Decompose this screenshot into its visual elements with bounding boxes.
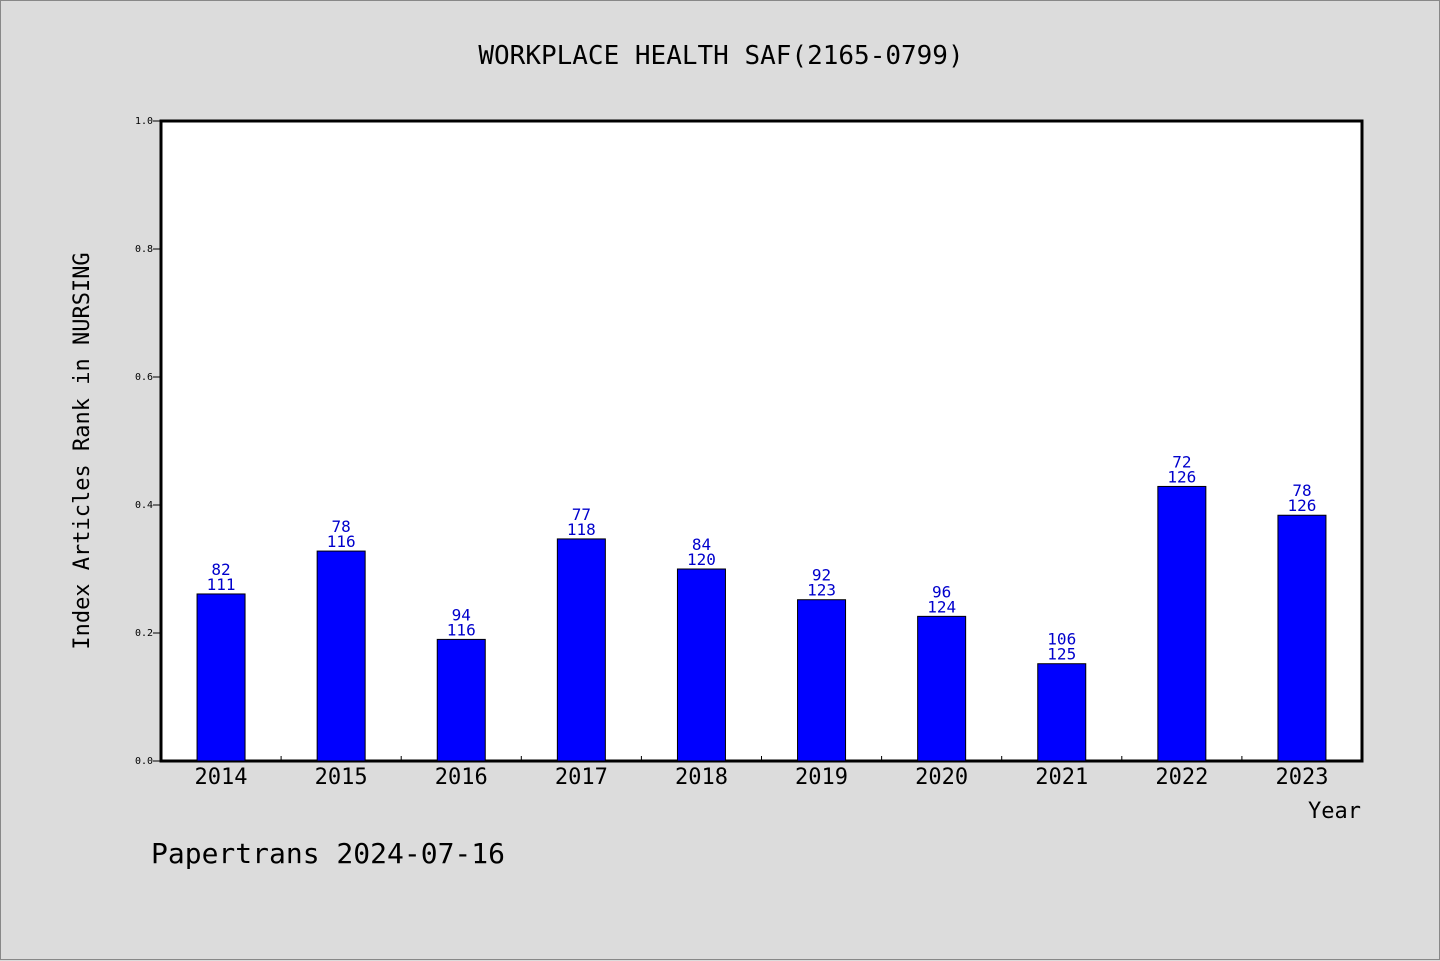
x-tick-label: 2016 — [435, 765, 488, 790]
bar-total-label: 116 — [327, 532, 356, 551]
x-axis-label: Year — [1308, 799, 1361, 824]
bar-total-label: 126 — [1167, 467, 1196, 486]
y-tick-label: 0.8 — [135, 244, 153, 255]
bar — [797, 599, 847, 762]
bar-rank-label: 72 — [1172, 452, 1191, 471]
bar-total-label: 111 — [207, 575, 236, 594]
y-tick-label: 0.0 — [135, 756, 153, 767]
x-tick-label: 2018 — [675, 765, 728, 790]
bar-rank-label: 94 — [452, 605, 471, 624]
bar — [1037, 663, 1087, 762]
y-axis-label: Index Articles Rank in NURSING — [70, 252, 95, 649]
bar — [676, 568, 726, 762]
bar-rank-label: 106 — [1047, 630, 1076, 649]
bar-rank-label: 84 — [692, 535, 711, 554]
bar-total-label: 124 — [927, 597, 956, 616]
bar-rank-label: 77 — [572, 505, 591, 524]
bar-rank-label: 96 — [932, 582, 951, 601]
y-tick-label: 1.0 — [135, 116, 153, 127]
bar-total-label: 123 — [807, 581, 836, 600]
x-tick-label: 2014 — [195, 765, 248, 790]
bar — [917, 615, 967, 762]
y-axis: 0.0 0.2 0.4 0.6 0.8 1.0 — [135, 116, 161, 767]
bar — [1157, 485, 1207, 762]
x-tick-label: 2017 — [555, 765, 608, 790]
bar — [436, 638, 486, 762]
bar-rank-label: 78 — [1292, 481, 1311, 500]
bar-rank-label: 92 — [812, 566, 831, 585]
x-axis: 2014 2015 2016 2017 2018 2019 2020 2021 2022 2023 — [195, 756, 1328, 790]
chart-title: WORKPLACE HEALTH SAF(2165-0799) — [478, 41, 963, 71]
bar — [196, 593, 246, 762]
bar — [556, 538, 606, 762]
bar-rank-label: 78 — [332, 517, 351, 536]
bar — [1277, 514, 1327, 762]
x-tick-label: 2023 — [1275, 765, 1328, 790]
x-tick-label: 2019 — [795, 765, 848, 790]
bar — [316, 550, 366, 762]
footer-text: Papertrans 2024-07-16 — [151, 837, 505, 870]
x-tick-label: 2022 — [1155, 765, 1208, 790]
y-tick-label: 0.6 — [135, 372, 153, 383]
bar-series — [196, 485, 1327, 762]
x-tick-label: 2020 — [915, 765, 968, 790]
y-tick-label: 0.2 — [135, 628, 153, 639]
bar-total-label: 125 — [1047, 645, 1076, 664]
bar-total-label: 120 — [687, 550, 716, 569]
y-tick-label: 0.4 — [135, 500, 153, 511]
x-tick-label: 2021 — [1035, 765, 1088, 790]
bar-rank-label: 82 — [211, 560, 230, 579]
bar-total-label: 116 — [447, 620, 476, 639]
bar-total-label: 118 — [567, 520, 596, 539]
bar-total-label: 126 — [1287, 496, 1316, 515]
x-tick-label: 2015 — [315, 765, 368, 790]
